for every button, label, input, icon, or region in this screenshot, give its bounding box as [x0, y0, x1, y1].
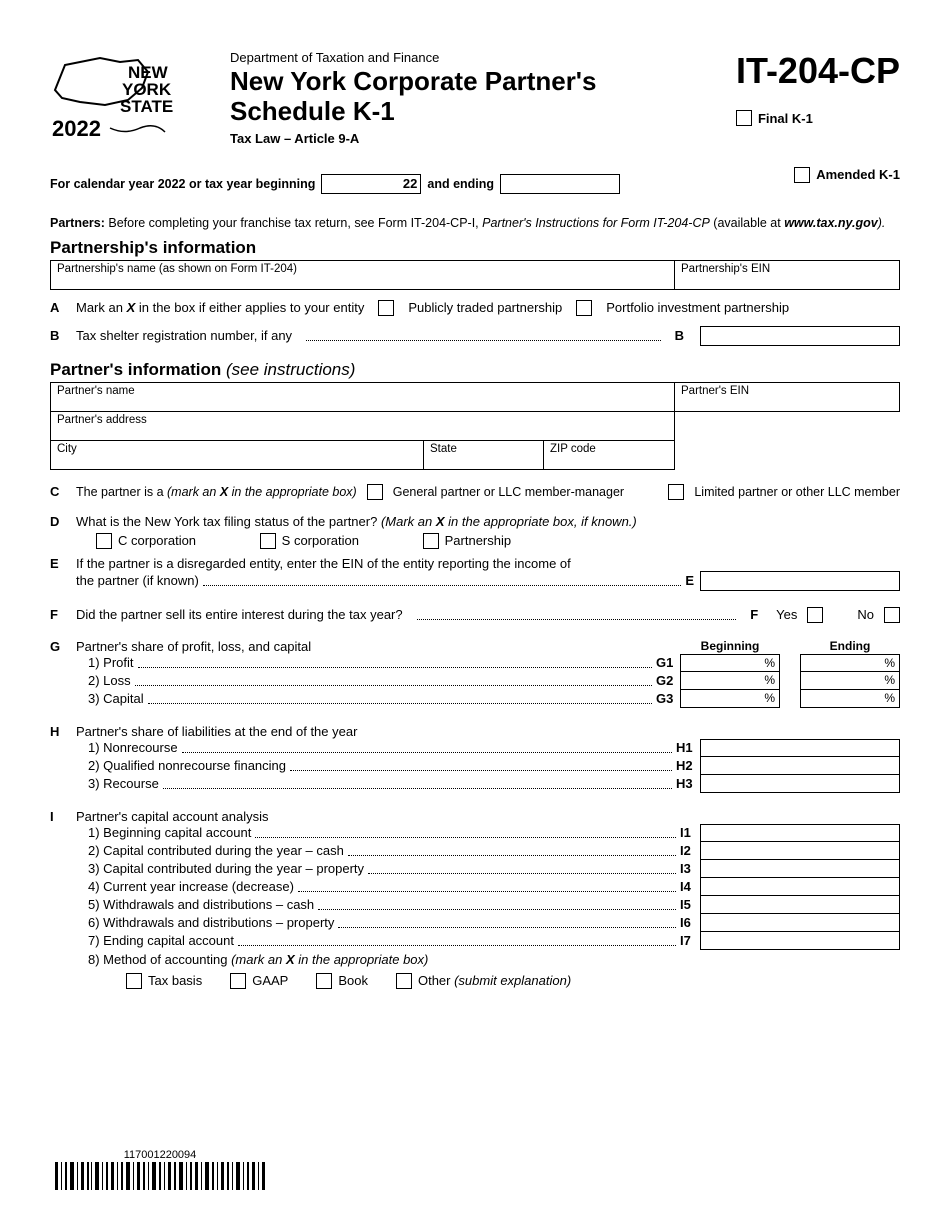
partner-city-cell[interactable]: City — [50, 441, 424, 470]
line-i-row: 7) Ending capital account I7 — [76, 932, 900, 950]
final-k1-checkbox[interactable] — [736, 110, 752, 126]
partners-note: Partners: Before completing your franchi… — [50, 216, 900, 230]
amended-k1-label: Amended K-1 — [816, 167, 900, 182]
h-input[interactable] — [700, 739, 900, 757]
h-input[interactable] — [700, 775, 900, 793]
line-i-row: 5) Withdrawals and distributions – cash … — [76, 896, 900, 914]
portfolio-investment-checkbox[interactable] — [576, 300, 592, 316]
partnership-name-cell[interactable]: Partnership's name (as shown on Form IT-… — [50, 261, 675, 290]
line-i-row: 2) Capital contributed during the year –… — [76, 842, 900, 860]
line-a: A Mark an X in the box if either applies… — [50, 300, 900, 316]
line-e: E If the partner is a disregarded entity… — [50, 556, 900, 591]
general-partner-label: General partner or LLC member-manager — [393, 485, 624, 499]
partner-ein-cell[interactable]: Partner's EIN — [675, 383, 900, 412]
partner-state-cell[interactable]: State — [424, 441, 544, 470]
line-b: B Tax shelter registration number, if an… — [50, 326, 900, 346]
partner-address-cell[interactable]: Partner's address — [50, 412, 675, 441]
partner-name-cell[interactable]: Partner's name — [50, 383, 675, 412]
i-input[interactable] — [700, 842, 900, 860]
nys-logo: NEW YORK STATE 2022 — [50, 50, 210, 145]
g-beginning-input[interactable]: % — [680, 690, 780, 708]
title-l2: Schedule K-1 — [230, 97, 716, 127]
i-input[interactable] — [700, 824, 900, 842]
line-d: D What is the New York tax filing status… — [50, 514, 900, 552]
tax-year-end-input[interactable] — [500, 174, 620, 194]
f-yes-checkbox[interactable] — [807, 607, 823, 623]
line-i-row: 3) Capital contributed during the year –… — [76, 860, 900, 878]
line-b-text: Tax shelter registration number, if any — [76, 328, 292, 343]
dept-line: Department of Taxation and Finance — [230, 50, 716, 65]
partnership-ein-cell[interactable]: Partnership's EIN — [675, 261, 900, 290]
publicly-traded-checkbox[interactable] — [378, 300, 394, 316]
final-k1-label: Final K-1 — [758, 111, 813, 126]
title-l1: New York Corporate Partner's — [230, 67, 716, 97]
line-i-row: 6) Withdrawals and distributions – prope… — [76, 914, 900, 932]
amended-k1-checkbox[interactable] — [794, 167, 810, 183]
partnership-info-table: Partnership's name (as shown on Form IT-… — [50, 260, 900, 290]
method-checkbox[interactable] — [316, 973, 332, 989]
and-ending-label: and ending — [427, 177, 494, 191]
line-g-row: 3) Capital G3 % % — [76, 690, 900, 708]
barcode-icon — [55, 1162, 265, 1190]
partnership-checkbox[interactable] — [423, 533, 439, 549]
line-h-row: 1) Nonrecourse H1 — [76, 739, 900, 757]
i-input[interactable] — [700, 932, 900, 950]
tax-law-line: Tax Law – Article 9-A — [230, 131, 716, 146]
tax-shelter-input[interactable] — [700, 326, 900, 346]
g-beginning-input[interactable]: % — [680, 672, 780, 690]
i-input[interactable] — [700, 914, 900, 932]
portfolio-investment-label: Portfolio investment partnership — [606, 300, 789, 315]
limited-partner-label: Limited partner or other LLC member — [694, 485, 900, 499]
line-i-row: 1) Beginning capital account I1 — [76, 824, 900, 842]
line-g: G Partner's share of profit, loss, and c… — [50, 639, 900, 708]
form-code: IT-204-CP — [736, 50, 900, 92]
general-partner-checkbox[interactable] — [367, 484, 383, 500]
line-h-row: 2) Qualified nonrecourse financing H2 — [76, 757, 900, 775]
tax-year-begin-input[interactable]: 22 — [321, 174, 421, 194]
line-i-row: 4) Current year increase (decrease) I4 — [76, 878, 900, 896]
method-checkbox[interactable] — [230, 973, 246, 989]
partners-bold: Partners: — [50, 216, 105, 230]
line-h: H Partner's share of liabilities at the … — [50, 724, 900, 793]
f-no-checkbox[interactable] — [884, 607, 900, 623]
limited-partner-checkbox[interactable] — [668, 484, 684, 500]
form-header: NEW YORK STATE 2022 Department of Taxati… — [50, 50, 900, 146]
method-checkbox[interactable] — [396, 973, 412, 989]
disregarded-ein-input[interactable] — [700, 571, 900, 591]
i-input[interactable] — [700, 878, 900, 896]
c-corp-checkbox[interactable] — [96, 533, 112, 549]
i-input[interactable] — [700, 860, 900, 878]
h-input[interactable] — [700, 757, 900, 775]
title-block: Department of Taxation and Finance New Y… — [230, 50, 716, 146]
g-beginning-input[interactable]: % — [680, 654, 780, 672]
i-input[interactable] — [700, 896, 900, 914]
partner-info-heading: Partner's information (see instructions) — [50, 360, 900, 380]
g-ending-input[interactable]: % — [800, 672, 900, 690]
method-checkbox[interactable] — [126, 973, 142, 989]
line-f: F Did the partner sell its entire intere… — [50, 607, 900, 623]
svg-text:STATE: STATE — [120, 97, 173, 116]
line-c: C The partner is a (mark an X in the app… — [50, 484, 900, 500]
svg-text:2022: 2022 — [52, 116, 101, 141]
g-ending-input[interactable]: % — [800, 654, 900, 672]
partnership-info-heading: Partnership's information — [50, 238, 900, 258]
line-h-row: 3) Recourse H3 — [76, 775, 900, 793]
partner-info-table: Partner's name Partner's EIN Partner's a… — [50, 382, 900, 470]
s-corp-checkbox[interactable] — [260, 533, 276, 549]
barcode: 117001220094 — [55, 1149, 265, 1190]
year-prefix: For calendar year 2022 or tax year begin… — [50, 177, 315, 191]
line-g-row: 2) Loss G2 % % — [76, 672, 900, 690]
line-i: I Partner's capital account analysis 1) … — [50, 809, 900, 992]
publicly-traded-label: Publicly traded partnership — [408, 300, 562, 315]
g-ending-input[interactable]: % — [800, 690, 900, 708]
line-g-row: 1) Profit G1 % % — [76, 654, 900, 672]
partner-zip-cell[interactable]: ZIP code — [544, 441, 675, 470]
